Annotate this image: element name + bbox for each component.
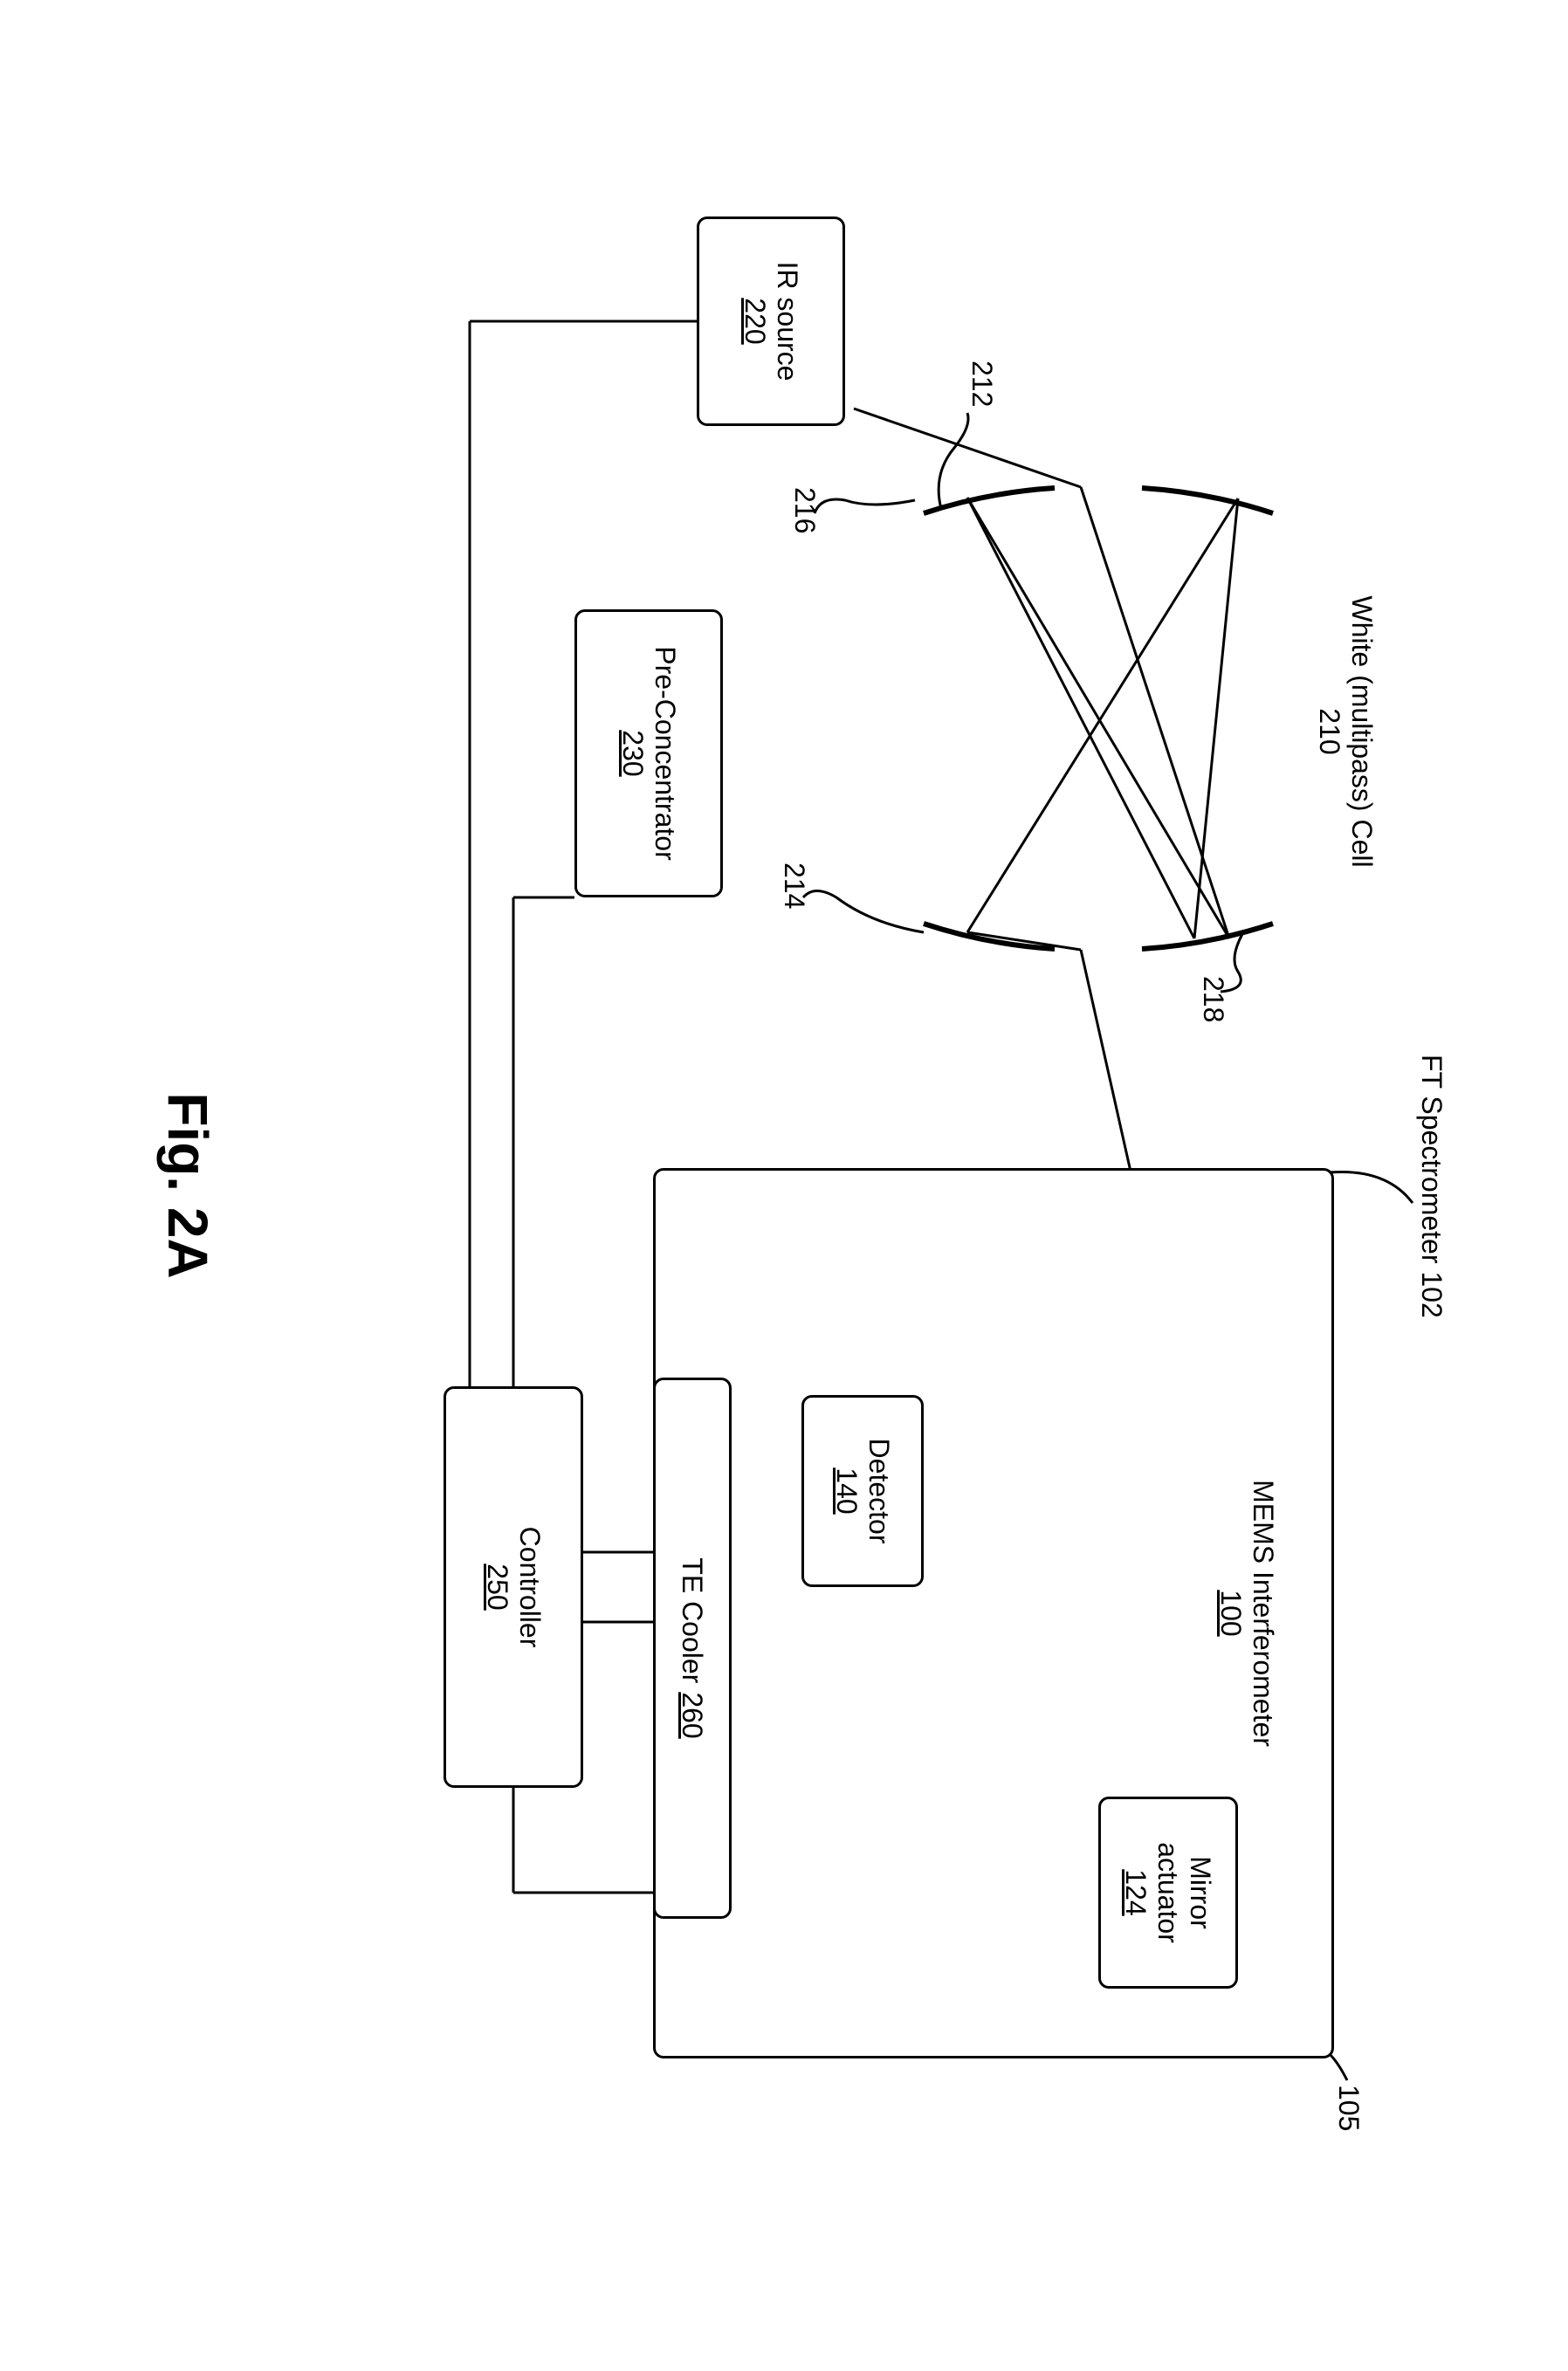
spectrometer-label-text: FT Spectrometer	[1416, 1055, 1448, 1263]
interferometer-num: 100	[1215, 1590, 1247, 1636]
mirror-218-num: 218	[1198, 976, 1229, 1022]
ir-source-label: IR source	[771, 262, 803, 381]
diagram-root: FT Spectrometer 102 105 MEMS Interferome…	[86, 138, 1482, 2233]
white-cell-label: White (multipass) Cell 210	[1313, 574, 1378, 889]
mirror-212-num: 212	[966, 361, 998, 407]
mirror-actuator-num: 124	[1120, 1869, 1152, 1915]
package-num-label: 105	[1332, 2085, 1365, 2131]
controller-label: Controller	[513, 1527, 546, 1648]
interferometer-label: MEMS Interferometer 100	[1214, 1480, 1279, 1747]
te-cooler-num: 260	[677, 1692, 709, 1738]
controller-box: Controller 250	[444, 1386, 583, 1788]
detector-label: Detector	[863, 1439, 895, 1544]
pre-concentrator-num: 230	[616, 730, 649, 776]
controller-num: 250	[481, 1563, 513, 1610]
spectrometer-num: 102	[1416, 1271, 1448, 1317]
white-cell-num: 210	[1314, 708, 1345, 754]
figure-label-text: Fig. 2A	[156, 1092, 219, 1278]
figure-label: Fig. 2A	[155, 1092, 220, 1278]
spectrometer-label: FT Spectrometer 102	[1415, 1055, 1448, 1318]
pre-concentrator-box: Pre-Concentrator 230	[574, 609, 723, 897]
mirror-212-label: 212	[966, 361, 998, 407]
te-cooler-label: TE Cooler	[677, 1557, 709, 1683]
mirror-214-label: 214	[778, 862, 810, 909]
mirror-actuator-box: Mirror actuator 124	[1098, 1797, 1238, 1989]
mirror-216-num: 216	[789, 487, 821, 533]
ir-source-box: IR source 220	[697, 216, 845, 426]
mirror-214-num: 214	[779, 862, 810, 909]
te-cooler-box: TE Cooler 260	[653, 1378, 732, 1919]
mirror-216-label: 216	[788, 487, 821, 533]
detector-box: Detector 140	[801, 1395, 924, 1587]
ir-source-num: 220	[739, 298, 771, 344]
interferometer-label-text: MEMS Interferometer	[1248, 1480, 1279, 1747]
package-num: 105	[1333, 2085, 1365, 2131]
white-cell-label-text: White (multipass) Cell	[1346, 595, 1378, 867]
detector-num: 140	[830, 1467, 863, 1514]
mirror-218-label: 218	[1197, 976, 1229, 1022]
mirror-actuator-label-1: Mirror	[1185, 1856, 1217, 1929]
mirror-actuator-label-2: actuator	[1152, 1842, 1185, 1943]
pre-concentrator-label: Pre-Concentrator	[649, 646, 681, 860]
